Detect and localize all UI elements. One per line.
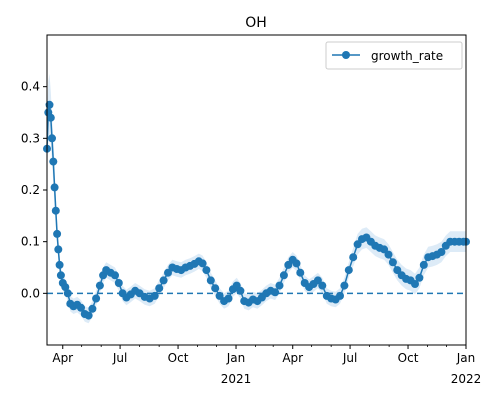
data-point: [49, 157, 58, 166]
x-tick-label: Jul: [342, 351, 357, 365]
data-point: [388, 258, 397, 267]
x-tick-label: Jan: [456, 351, 476, 365]
data-point: [55, 260, 64, 269]
y-tick-label: 0.1: [21, 235, 40, 249]
data-point: [411, 280, 419, 288]
data-point: [50, 183, 59, 192]
y-tick-label: 0.0: [21, 286, 40, 300]
x-tick-label: Apr: [282, 351, 303, 365]
y-axis-ticks: 0.0 0.1 0.2 0.3 0.4: [21, 80, 47, 300]
data-point: [198, 259, 207, 268]
data-point: [349, 253, 358, 262]
x-tick-label: Oct: [398, 351, 419, 365]
x-tick-sublabel: 2021: [221, 372, 252, 386]
data-point: [224, 294, 233, 303]
data-point: [344, 266, 353, 275]
y-tick-label: 0.2: [21, 183, 40, 197]
x-tick-label: Oct: [168, 351, 189, 365]
x-tick-label: Jul: [112, 351, 127, 365]
data-point: [54, 245, 63, 254]
y-tick-label: 0.4: [21, 80, 40, 94]
data-point: [114, 279, 123, 287]
data-point: [380, 245, 389, 254]
legend-box: [325, 41, 463, 70]
data-point: [46, 113, 55, 122]
data-point: [88, 304, 97, 313]
data-point: [419, 260, 428, 269]
data-point: [318, 281, 327, 290]
data-point: [215, 291, 224, 300]
data-point: [63, 289, 72, 298]
x-axis-ticks: Apr Jul Oct Jan 2021 Apr Jul Oct Jan 2022: [52, 345, 481, 386]
x-tick-label: Jan: [226, 351, 246, 365]
data-point: [155, 284, 164, 293]
data-point: [150, 291, 159, 300]
data-point: [275, 281, 284, 290]
legend-marker-swatch: [342, 51, 350, 59]
data-point: [384, 250, 393, 259]
data-point: [92, 294, 101, 303]
data-point: [164, 268, 172, 277]
data-point: [236, 286, 245, 295]
data-point: [313, 276, 322, 285]
data-point: [95, 281, 104, 290]
data-point: [56, 271, 65, 280]
data-point: [84, 311, 93, 320]
data-point: [77, 303, 85, 312]
data-point: [340, 281, 349, 290]
data-point: [296, 268, 305, 277]
series-layer: [43, 100, 470, 320]
data-point: [51, 206, 60, 215]
data-point: [48, 134, 56, 143]
data-point: [206, 276, 215, 285]
data-point: [211, 284, 220, 293]
data-point: [202, 266, 211, 275]
y-tick-label: 0.3: [21, 131, 40, 145]
data-point: [415, 273, 424, 282]
data-point: [292, 259, 301, 268]
data-point: [437, 248, 446, 256]
data-point: [61, 283, 70, 292]
x-tick-label: Apr: [52, 351, 73, 365]
data-point: [53, 229, 62, 238]
data-point: [159, 276, 168, 285]
data-point: [336, 291, 344, 300]
plot-area: [43, 73, 470, 324]
legend-label: growth_rate: [371, 49, 443, 63]
data-point: [279, 271, 288, 280]
data-point: [111, 271, 119, 280]
x-tick-sublabel: 2022: [451, 372, 482, 386]
data-point: [271, 288, 280, 297]
legend: growth_rate: [325, 41, 463, 70]
chart-title: OH: [245, 15, 267, 31]
